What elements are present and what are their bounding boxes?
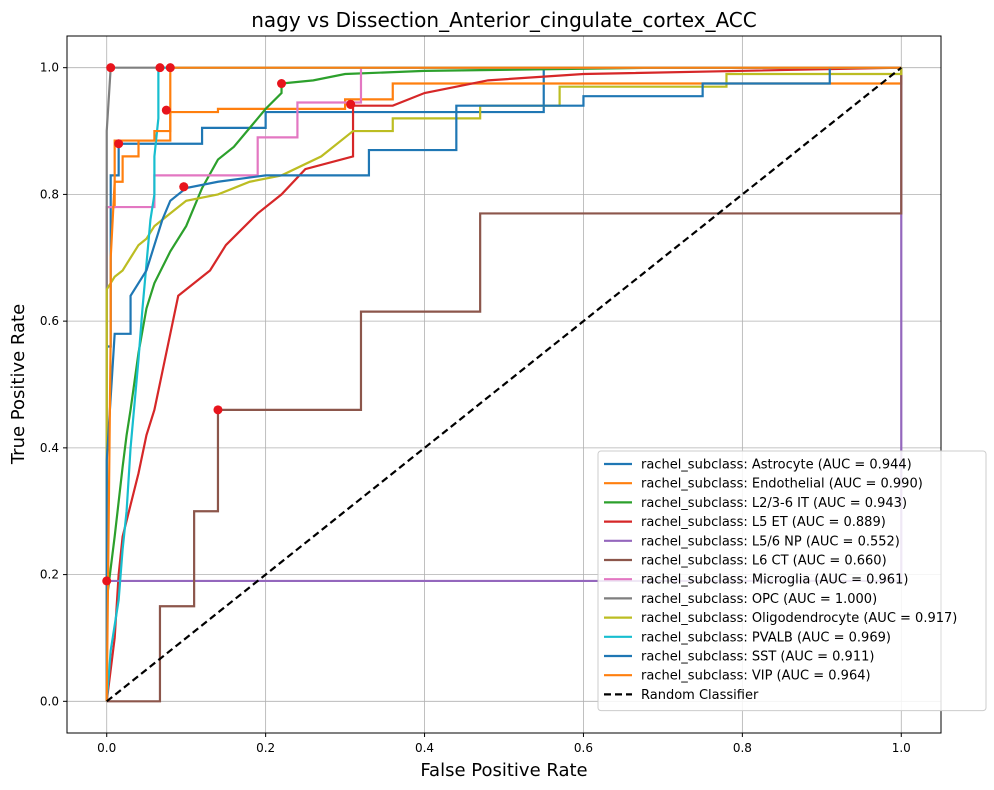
legend-label-5: rachel_subclass: L6 CT (AUC = 0.660): [641, 554, 887, 569]
threshold-marker-2: [277, 79, 287, 89]
x-axis-label: False Positive Rate: [420, 760, 587, 781]
legend-label-11: rachel_subclass: VIP (AUC = 0.964): [641, 669, 871, 684]
threshold-marker-1: [161, 105, 171, 115]
legend-box: [597, 450, 987, 712]
threshold-marker-7: [106, 63, 116, 73]
legend-label-7: rachel_subclass: OPC (AUC = 1.000): [641, 592, 877, 607]
grid: [67, 36, 941, 733]
threshold-marker-10: [179, 182, 189, 192]
series-line-2: [105, 66, 902, 702]
legend-label-1: rachel_subclass: Endothelial (AUC = 0.99…: [641, 477, 923, 492]
y-axis-ticks: 0.0 0.2 0.4 0.6 0.8 1.0: [40, 61, 67, 708]
y-tick-label: 1.0: [40, 61, 59, 75]
y-tick-label: 0.0: [40, 694, 59, 708]
x-tick-label: 0.4: [415, 741, 434, 755]
legend: rachel_subclass: Astrocyte (AUC = 0.944)…: [597, 450, 987, 712]
legend-label-8: rachel_subclass: Oligodendrocyte (AUC = …: [641, 611, 957, 626]
y-tick-label: 0.6: [40, 314, 59, 328]
x-axis-ticks: 0.0 0.2 0.4 0.6 0.8 1.0: [97, 733, 911, 755]
x-tick-label: 0.6: [574, 741, 593, 755]
series-line-10: [105, 66, 902, 702]
threshold-marker-5: [213, 405, 223, 415]
series-line-6: [105, 66, 902, 702]
x-tick-label: 0.0: [97, 741, 116, 755]
legend-label-10: rachel_subclass: SST (AUC = 0.911): [641, 650, 874, 665]
y-axis-label: True Positive Rate: [8, 304, 29, 465]
legend-label-4: rachel_subclass: L5/6 NP (AUC = 0.552): [641, 534, 900, 549]
series-line-11: [105, 66, 902, 702]
legend-label-3: rachel_subclass: L5 ET (AUC = 0.889): [641, 515, 886, 530]
y-tick-label: 0.4: [40, 441, 59, 455]
y-tick-label: 0.8: [40, 187, 59, 201]
legend-label-9: rachel_subclass: PVALB (AUC = 0.969): [641, 630, 891, 645]
x-tick-label: 1.0: [892, 741, 911, 755]
legend-label-12: Random Classifier: [641, 688, 759, 703]
legend-label-0: rachel_subclass: Astrocyte (AUC = 0.944): [641, 458, 912, 473]
series-layer: [105, 66, 903, 703]
marker-layer: [102, 63, 356, 586]
threshold-marker-4: [102, 576, 112, 586]
threshold-marker-11: [165, 63, 175, 73]
threshold-marker-6: [346, 99, 356, 109]
x-tick-label: 0.8: [733, 741, 752, 755]
chart-title: nagy vs Dissection_Anterior_cingulate_co…: [251, 8, 757, 32]
plot-border: [66, 35, 942, 734]
series-line-12: [106, 66, 902, 703]
plot-area: [66, 35, 942, 734]
legend-label-6: rachel_subclass: Microglia (AUC = 0.961): [641, 573, 908, 588]
y-tick-label: 0.2: [40, 568, 59, 582]
series-line-3: [105, 66, 902, 702]
legend-label-2: rachel_subclass: L2/3-6 IT (AUC = 0.943): [641, 496, 907, 511]
threshold-marker-9: [155, 63, 165, 73]
threshold-marker-0: [114, 139, 124, 149]
x-tick-label: 0.2: [256, 741, 275, 755]
